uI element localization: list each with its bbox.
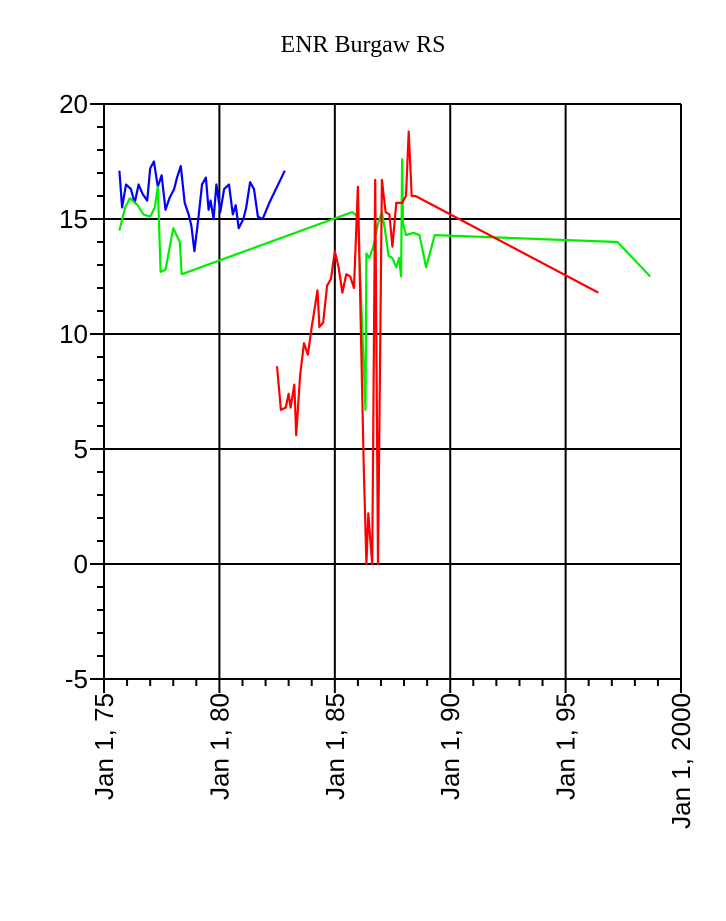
y-tick-label: 5 [74, 434, 88, 464]
series-line-1 [118, 160, 286, 253]
x-tick-label: Jan 1, 75 [89, 693, 119, 800]
chart-title: ENR Burgaw RS [280, 32, 446, 58]
series-line-2 [118, 158, 651, 411]
y-tick-label: 15 [59, 204, 88, 234]
x-tick-label: Jan 1, 95 [551, 693, 581, 800]
x-tick-label: Jan 1, 90 [435, 693, 465, 800]
grid-lines [103, 103, 682, 680]
y-tick-label: -5 [65, 664, 88, 694]
y-tick-labels: 20 15 10 5 0 -5 [59, 89, 88, 694]
x-tick-label: Jan 1, 80 [204, 693, 234, 800]
series-line-3 [275, 130, 599, 566]
x-tick-label: Jan 1, 2000 [666, 693, 696, 829]
data-series [118, 130, 651, 566]
x-tick-label: Jan 1, 85 [320, 693, 350, 800]
y-tick-label: 10 [59, 319, 88, 349]
y-tick-label: 20 [59, 89, 88, 119]
x-tick-labels: Jan 1, 75 Jan 1, 80 Jan 1, 85 Jan 1, 90 Jan … [89, 693, 696, 829]
y-tick-label: 0 [74, 549, 88, 579]
axes [90, 103, 682, 693]
